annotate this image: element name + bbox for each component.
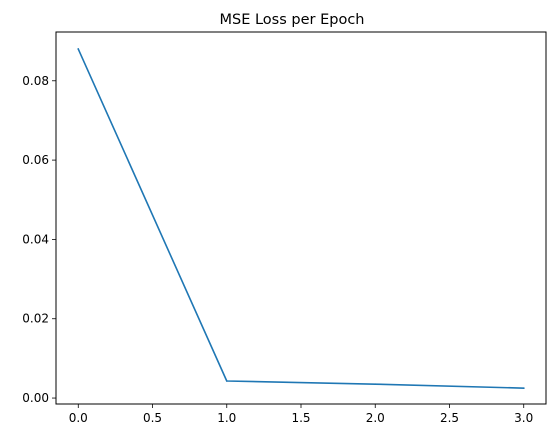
data-point [77,48,80,50]
x-tick-label: 1.0 [217,411,236,425]
x-tick-label: 0.5 [143,411,162,425]
data-point [522,387,525,389]
y-tick-label: 0.00 [22,391,49,405]
series-layer [77,47,525,389]
y-tick-label: 0.08 [22,74,49,88]
x-tick-label: 0.0 [69,411,88,425]
chart-title: MSE Loss per Epoch [220,12,365,28]
data-point [374,383,377,385]
data-point [225,380,228,382]
x-axis-ticks: 0.0 0.5 1.0 1.5 2.0 2.5 3.0 [69,404,533,425]
y-tick-label: 0.04 [22,232,49,246]
x-tick-label: 2.0 [366,411,385,425]
y-axis-ticks: 0.00 0.02 0.04 0.06 0.08 [22,74,56,405]
y-tick-label: 0.06 [22,153,49,167]
x-tick-label: 3.0 [514,411,533,425]
series-line [77,47,525,389]
x-tick-label: 2.5 [440,411,459,425]
x-tick-label: 1.5 [291,411,310,425]
y-tick-label: 0.02 [22,312,49,326]
plot-area-frame [55,31,547,405]
